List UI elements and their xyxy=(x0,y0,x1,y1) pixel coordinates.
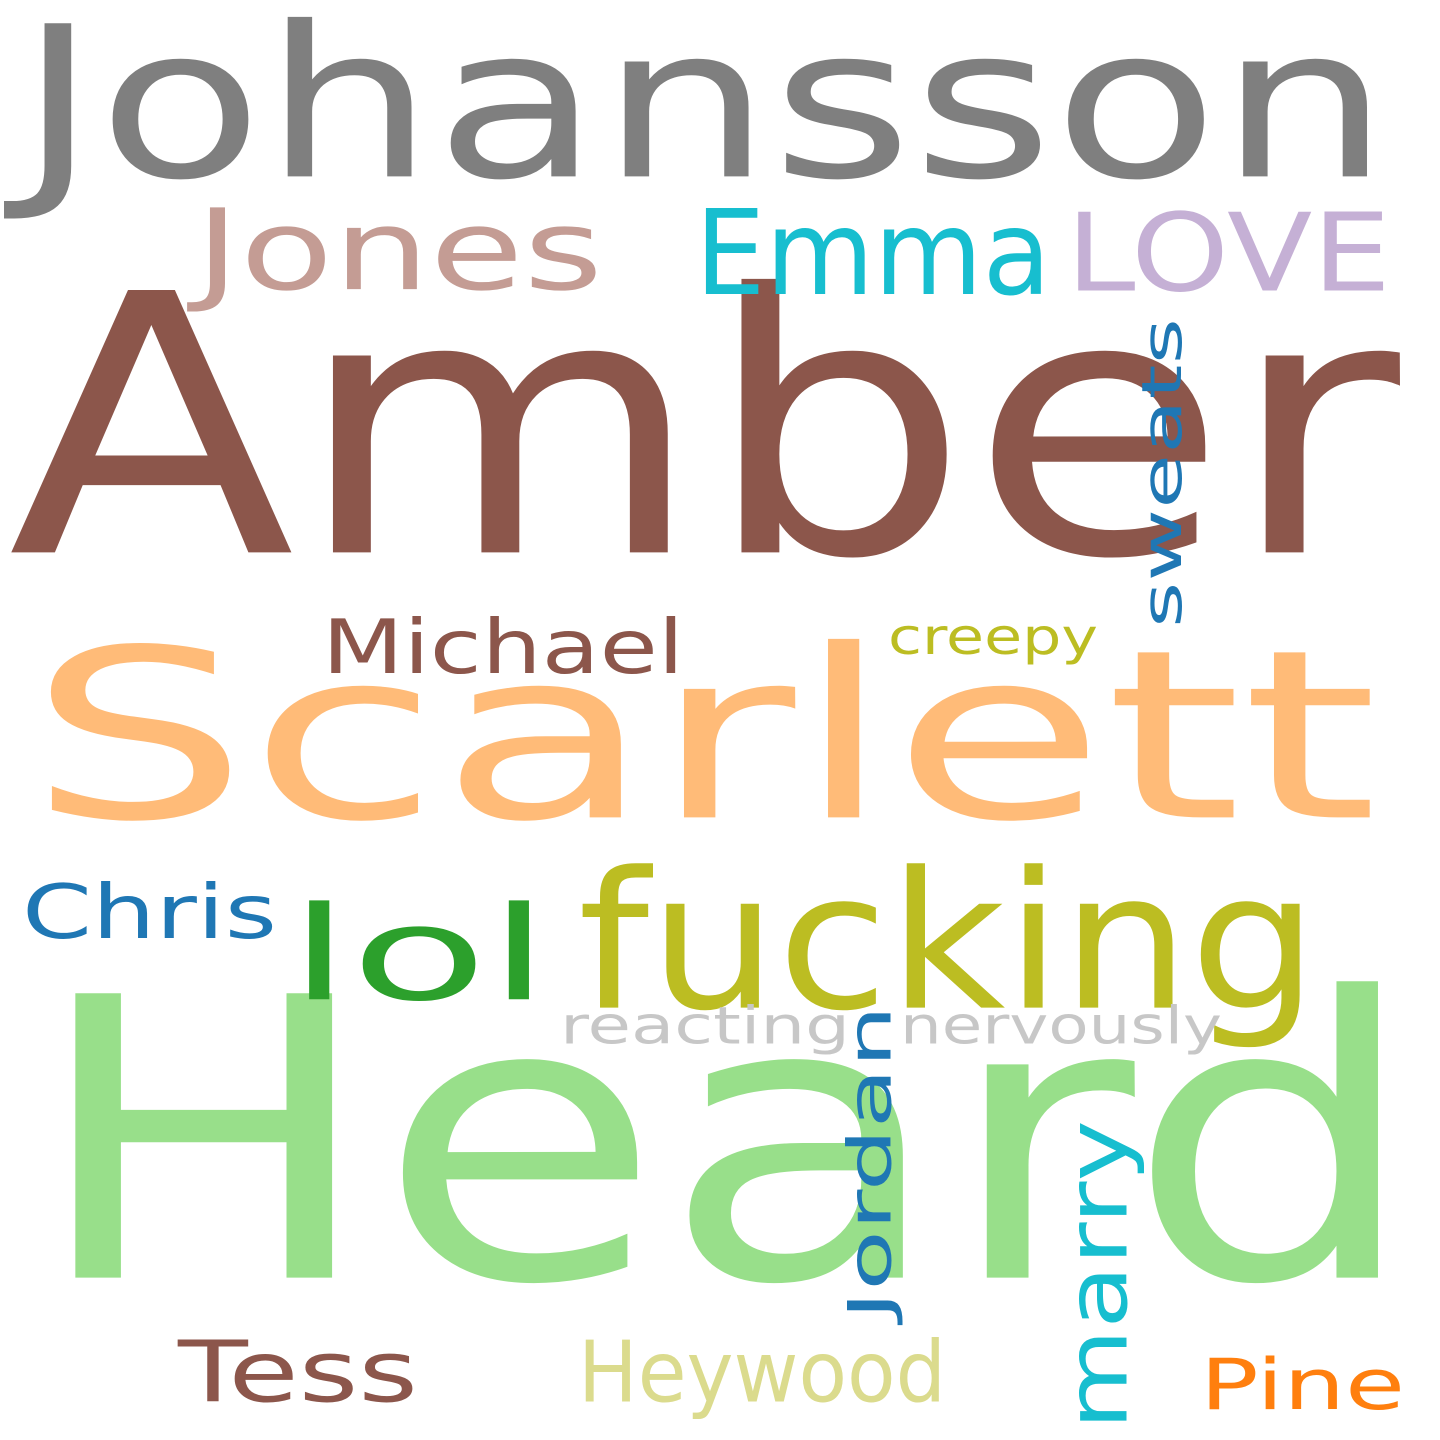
word-amber: Amber xyxy=(8,217,1400,639)
word-jones: Jones xyxy=(195,184,603,316)
word-pine: Pine xyxy=(1200,1343,1405,1426)
word-creepy: creepy xyxy=(888,607,1098,666)
word-chris: Chris xyxy=(22,868,277,956)
word-sweats: sweats xyxy=(1130,318,1195,628)
word-marry: marry xyxy=(1047,1120,1147,1430)
word-tess: Tess xyxy=(178,1322,418,1422)
word-reacting: reacting xyxy=(560,995,850,1057)
word-nervously: nervously xyxy=(900,995,1222,1057)
word-love: LOVE xyxy=(1066,190,1391,317)
word-heywood: Heywood xyxy=(578,1322,946,1422)
word-emma: Emma xyxy=(695,184,1051,323)
word-scarlett: Scarlett xyxy=(28,598,1378,874)
word-jordan: Jordan xyxy=(834,1005,905,1320)
word-lol: lol xyxy=(288,878,550,1031)
word-fucking: fucking xyxy=(578,830,1318,1054)
word-heard: Heard xyxy=(30,914,1420,1372)
word-johansson: Johansson xyxy=(18,0,1390,227)
word-michael: Michael xyxy=(322,603,684,691)
